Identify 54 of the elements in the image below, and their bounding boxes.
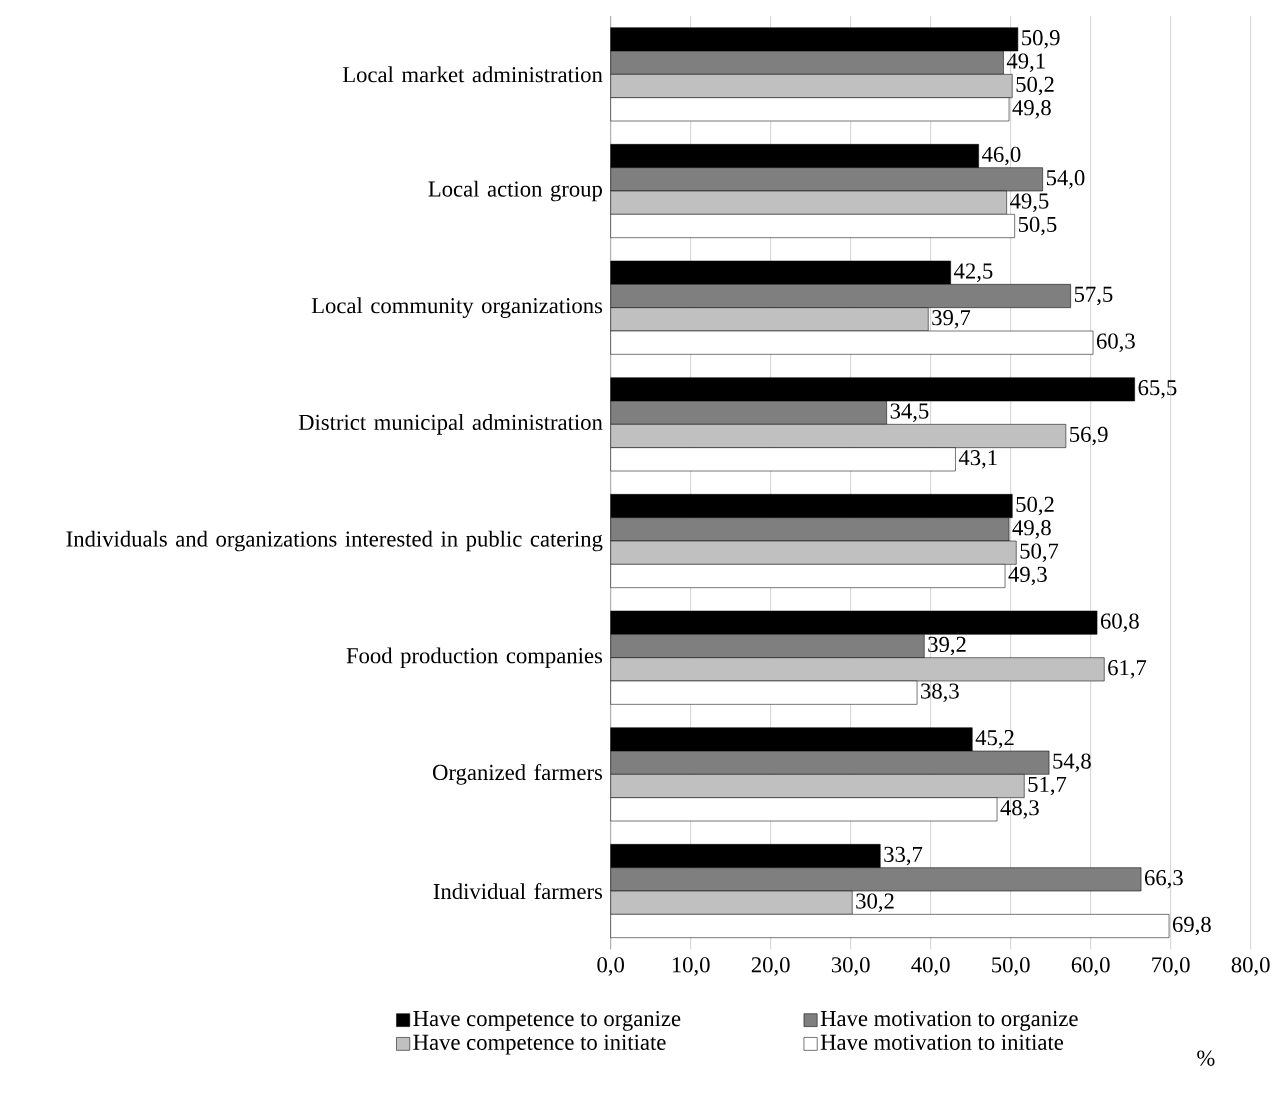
legend-label: Have motivation to organize bbox=[820, 1011, 1078, 1032]
y-tick-label: Organized farmers bbox=[432, 764, 603, 785]
data-label: 46,0 bbox=[982, 146, 1021, 166]
y-tick-label: Local market administration bbox=[342, 66, 603, 83]
data-label: 54,8 bbox=[1053, 753, 1091, 773]
x-tick-label: 70,0 bbox=[1152, 957, 1190, 976]
x-tick-label: 40,0 bbox=[911, 957, 950, 976]
data-label: 39,7 bbox=[932, 310, 971, 329]
data-label: 48,3 bbox=[1000, 800, 1039, 819]
y-tick-label: District municipal administration bbox=[298, 414, 603, 435]
x-tick-label: 30,0 bbox=[831, 957, 870, 976]
data-label: 33,7 bbox=[884, 846, 923, 866]
legend-label: Have competence to organize bbox=[413, 1011, 681, 1032]
y-tick-label: Individuals and organizations interested in public catering bbox=[66, 530, 603, 552]
data-label: 43,1 bbox=[958, 450, 997, 469]
data-label: 50,9 bbox=[1022, 30, 1060, 49]
data-label: 66,3 bbox=[1144, 870, 1183, 889]
data-label: 50,5 bbox=[1018, 216, 1057, 236]
x-tick-label: 0,0 bbox=[597, 957, 624, 976]
data-label: 50,7 bbox=[1020, 543, 1059, 563]
data-label: 54,0 bbox=[1046, 170, 1085, 189]
data-label: 50,2 bbox=[1016, 76, 1054, 96]
data-label: 45,2 bbox=[975, 730, 1014, 749]
data-label: 42,5 bbox=[954, 263, 993, 283]
data-label: 56,9 bbox=[1070, 426, 1108, 446]
data-label: 65,5 bbox=[1138, 380, 1177, 399]
data-label: 69,8 bbox=[1172, 916, 1211, 936]
x-tick-label: 20,0 bbox=[751, 957, 790, 976]
data-label: 38,3 bbox=[921, 683, 959, 703]
data-label: 34,5 bbox=[890, 403, 929, 423]
data-label: 50,2 bbox=[1016, 496, 1054, 516]
x-tick-label: 60,0 bbox=[1071, 957, 1110, 976]
y-tick-label: Local community organizations bbox=[311, 297, 603, 319]
data-label: 60,3 bbox=[1096, 333, 1135, 353]
y-tick-label: Food production companies bbox=[346, 647, 603, 669]
data-label: 30,2 bbox=[856, 893, 894, 913]
x-axis-title: % bbox=[1197, 1050, 1215, 1067]
legend-label: Have motivation to initiate bbox=[820, 1034, 1064, 1051]
data-label: 49,5 bbox=[1010, 193, 1049, 213]
legend-label: Have competence to initiate bbox=[413, 1034, 666, 1055]
x-tick-label: 80,0 bbox=[1231, 957, 1270, 976]
data-label: 51,7 bbox=[1028, 776, 1067, 796]
data-label: 61,7 bbox=[1108, 660, 1147, 679]
data-label: 39,2 bbox=[928, 636, 966, 656]
data-label: 57,5 bbox=[1074, 287, 1113, 306]
y-tick-label: Individual farmers bbox=[433, 883, 603, 900]
data-label: 49,8 bbox=[1012, 100, 1051, 119]
data-label: 49,3 bbox=[1008, 566, 1047, 586]
y-tick-label: Local action group bbox=[428, 180, 602, 202]
x-tick-label: 50,0 bbox=[992, 957, 1030, 976]
data-label: 49,1 bbox=[1006, 53, 1045, 73]
x-tick-label: 10,0 bbox=[672, 957, 710, 976]
data-label: 60,8 bbox=[1100, 613, 1139, 633]
data-label: 49,8 bbox=[1012, 520, 1051, 539]
